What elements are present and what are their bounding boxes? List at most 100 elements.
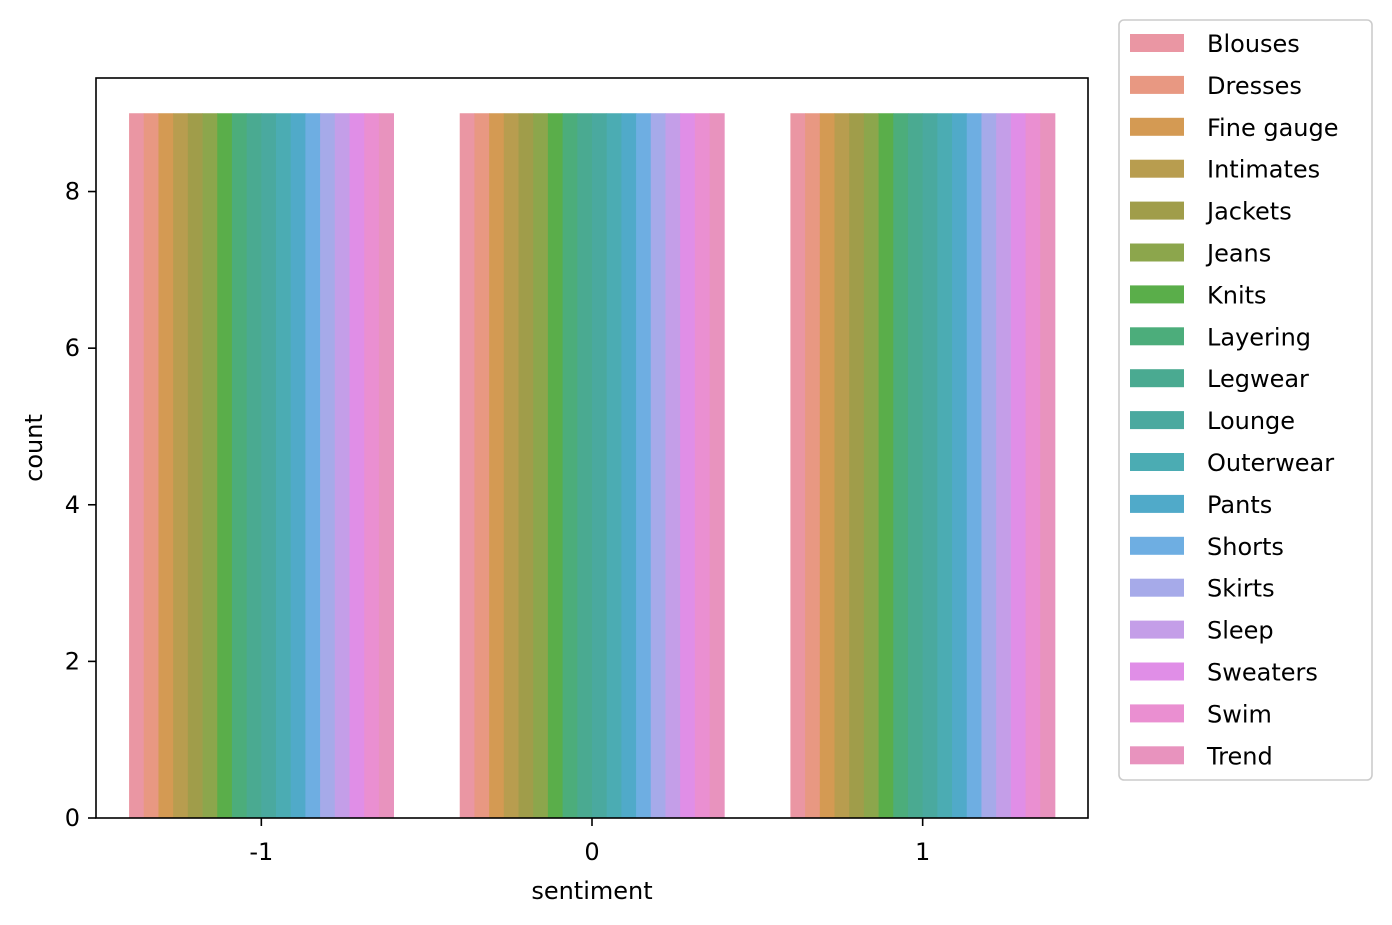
- bar-blouses-2: [790, 113, 806, 819]
- bar-swim-0: [364, 113, 380, 819]
- legend-swatch: [1130, 117, 1184, 136]
- legend-label: Legwear: [1207, 365, 1309, 393]
- bar-blouses-0: [129, 113, 145, 819]
- bar-intimates-0: [173, 113, 189, 819]
- bar-layering-1: [562, 113, 578, 819]
- bar-sleep-1: [665, 113, 681, 819]
- legend-swatch: [1130, 369, 1184, 388]
- x-axis-label: sentiment: [531, 877, 652, 905]
- bar-lounge-2: [922, 113, 938, 819]
- x-tick-label: 1: [915, 838, 930, 866]
- y-tick-label: 4: [65, 491, 80, 519]
- bar-outerwear-0: [276, 113, 292, 819]
- bar-jackets-1: [518, 113, 534, 819]
- bar-sleep-2: [996, 113, 1012, 819]
- legend-label: Fine gauge: [1207, 114, 1338, 142]
- bar-trend-0: [378, 113, 394, 819]
- legend-label: Intimates: [1207, 156, 1320, 184]
- legend-label: Jeans: [1205, 240, 1271, 268]
- legend-swatch: [1130, 536, 1184, 555]
- legend: Blouses Dresses Fine gauge Intimates Jackets…: [1118, 19, 1373, 781]
- legend-swatch: [1130, 34, 1184, 52]
- y-tick-label: 0: [65, 804, 80, 832]
- legend-label: Outerwear: [1207, 449, 1334, 477]
- bar-trend-1: [709, 113, 725, 819]
- bar-shorts-0: [305, 113, 321, 819]
- legend-label: Blouses: [1207, 30, 1300, 58]
- bar-jeans-1: [533, 113, 549, 819]
- bar-jeans-0: [202, 113, 218, 819]
- bar-intimates-2: [834, 113, 850, 819]
- bar-sleep-0: [334, 113, 350, 819]
- bar-outerwear-2: [937, 113, 953, 819]
- bar-dresses-2: [805, 113, 821, 819]
- legend-swatch: [1130, 746, 1184, 765]
- bar-fine-gauge-1: [489, 113, 505, 819]
- legend-swatch: [1130, 411, 1184, 430]
- legend-swatch: [1130, 704, 1184, 723]
- y-tick-label: 8: [65, 178, 80, 206]
- bar-dresses-1: [474, 113, 490, 819]
- legend-label: Trend: [1206, 742, 1273, 770]
- bar-outerwear-1: [606, 113, 622, 819]
- bar-lounge-0: [261, 113, 277, 819]
- legend-label: Swim: [1207, 700, 1272, 728]
- bar-legwear-2: [907, 113, 924, 819]
- bar-skirts-2: [981, 113, 997, 819]
- bar-layering-2: [893, 113, 909, 819]
- bar-fine-gauge-0: [158, 113, 174, 819]
- legend-swatch: [1130, 75, 1184, 94]
- legend-label: Knits: [1207, 281, 1267, 309]
- y-axis-label: count: [20, 414, 48, 482]
- x-axis: -1 0 1: [249, 818, 930, 866]
- legend-swatch: [1130, 494, 1184, 513]
- bar-shorts-2: [966, 113, 982, 819]
- bar-skirts-1: [650, 113, 666, 819]
- legend-swatch: [1130, 662, 1184, 681]
- x-tick-label: 0: [584, 838, 599, 866]
- bar-swim-1: [694, 113, 710, 819]
- bar-lounge-1: [592, 113, 608, 819]
- y-tick-label: 6: [65, 334, 80, 362]
- legend-label: Pants: [1207, 491, 1272, 519]
- x-tick-label: -1: [249, 838, 273, 866]
- legend-label: Sweaters: [1207, 659, 1318, 687]
- bars-group: [129, 113, 1056, 819]
- bar-pants-0: [290, 113, 306, 819]
- legend-label: Jackets: [1205, 198, 1292, 226]
- bar-sweaters-0: [349, 113, 365, 819]
- legend-swatch: [1130, 243, 1184, 262]
- legend-swatch: [1130, 620, 1184, 639]
- legend-label: Dresses: [1207, 72, 1302, 100]
- bar-fine-gauge-2: [819, 113, 835, 819]
- bar-jackets-0: [187, 113, 203, 819]
- y-axis: 0 2 4 6 8: [65, 178, 96, 832]
- bar-knits-0: [217, 113, 233, 819]
- legend-swatch: [1130, 453, 1184, 471]
- legend-label: Sleep: [1207, 617, 1274, 645]
- bar-dresses-0: [143, 113, 159, 819]
- bar-jeans-2: [863, 113, 879, 819]
- bar-intimates-1: [503, 113, 519, 819]
- bar-sweaters-1: [680, 113, 696, 819]
- bar-knits-2: [878, 113, 894, 819]
- bar-pants-2: [952, 113, 968, 819]
- legend-label: Shorts: [1207, 533, 1284, 561]
- bar-layering-0: [231, 113, 248, 819]
- bar-trend-2: [1040, 113, 1056, 819]
- legend-swatch: [1130, 201, 1184, 220]
- bar-skirts-0: [320, 113, 336, 819]
- legend-swatch: [1130, 285, 1184, 304]
- legend-label: Layering: [1207, 323, 1311, 351]
- bar-knits-1: [547, 113, 564, 819]
- bar-legwear-0: [246, 113, 262, 819]
- legend-label: Skirts: [1207, 575, 1275, 603]
- bar-blouses-1: [459, 113, 475, 819]
- bar-swim-2: [1025, 113, 1041, 819]
- legend-swatch: [1130, 327, 1184, 346]
- bar-jackets-2: [849, 113, 865, 819]
- y-tick-label: 2: [65, 647, 80, 675]
- bar-pants-1: [621, 113, 637, 819]
- bar-sweaters-2: [1010, 113, 1026, 819]
